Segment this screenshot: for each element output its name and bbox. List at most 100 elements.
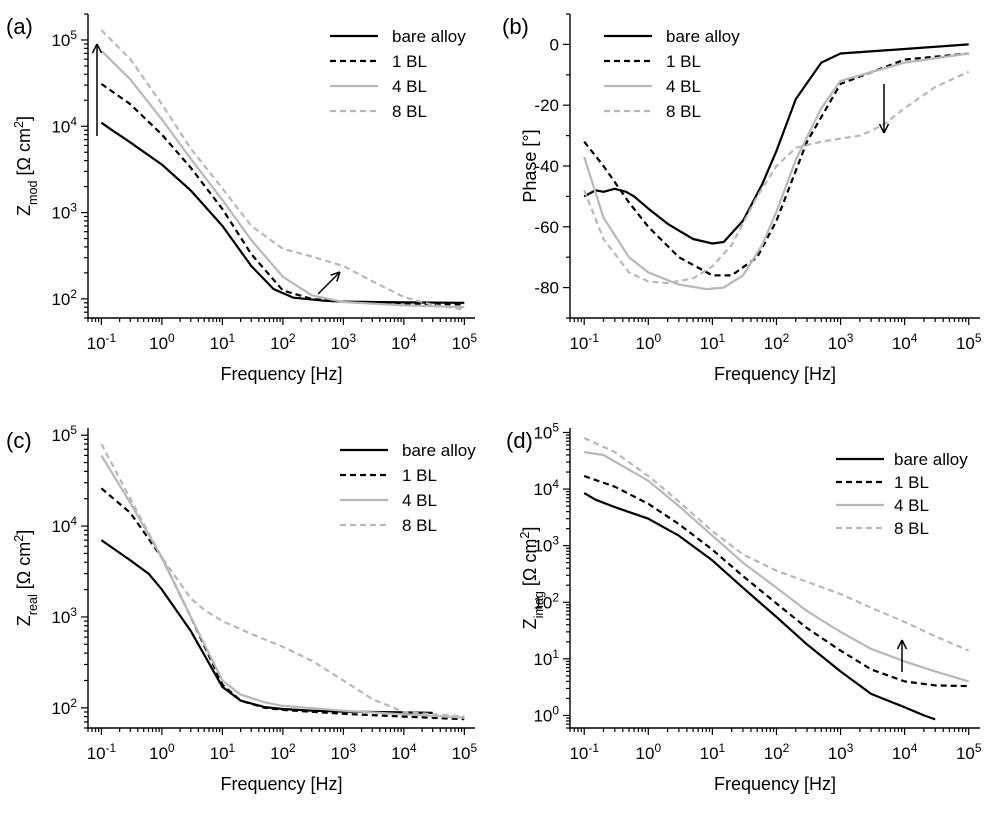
arrow-line — [317, 271, 341, 295]
x-tick-label: 101 — [700, 331, 726, 353]
y-tick-label: 104 — [51, 114, 77, 136]
legend-label: 8 BL — [666, 102, 701, 121]
y-tick-label: 103 — [51, 201, 77, 223]
legend-label: bare alloy — [666, 27, 740, 46]
y-tick-label: -40 — [534, 157, 559, 176]
series-line — [100, 82, 465, 306]
series-line — [583, 437, 970, 652]
legend-label: 4 BL — [402, 491, 437, 510]
x-tick-label: 105 — [452, 741, 478, 763]
x-tick-label: 103 — [828, 331, 854, 353]
panel-b: (b) 10-1 100 101 102 103 104 105 0 -20 -40 -60 -80 Fr… — [502, 13, 982, 384]
legend-label: 8 BL — [392, 102, 427, 121]
series-line — [583, 70, 970, 285]
y-axis-title: Phase [°] — [520, 129, 540, 202]
arrow-head — [91, 43, 103, 54]
series-line — [100, 539, 433, 714]
series-line — [584, 451, 970, 683]
legend: bare alloy 1 BL 4 BL 8 BL — [604, 27, 740, 121]
series-line — [583, 492, 936, 721]
y-tick-label: -20 — [534, 96, 559, 115]
y-tick-label: 105 — [51, 28, 77, 50]
x-tick-label: 103 — [331, 741, 357, 763]
x-tick-label: 102 — [764, 331, 790, 353]
x-tick-label: 10-1 — [569, 741, 599, 763]
legend: bare alloy 1 BL 4 BL 8 BL — [836, 450, 968, 538]
legend-label: 8 BL — [894, 519, 929, 538]
x-tick-label: 104 — [892, 331, 918, 353]
y-axis-title: Zreal [Ω cm2] — [12, 530, 40, 626]
x-tick-label: 103 — [331, 331, 357, 353]
x-tick-label: 104 — [391, 741, 417, 763]
x-tick-label: 102 — [270, 331, 296, 353]
y-tick-label: 104 — [533, 477, 559, 499]
y-tick-label: 100 — [533, 703, 559, 725]
y-tick-label: 0 — [550, 35, 559, 54]
legend: bare alloy 1 BL 4 BL 8 BL — [340, 441, 476, 535]
series-line — [100, 487, 465, 721]
y-tick-label: -80 — [534, 279, 559, 298]
x-tick-label: 103 — [828, 741, 854, 763]
x-tick-label: 105 — [452, 331, 478, 353]
x-tick-label: 102 — [764, 741, 790, 763]
y-tick-label: 102 — [51, 287, 77, 309]
x-tick-label: 100 — [636, 331, 662, 353]
legend-label: 8 BL — [402, 516, 437, 535]
legend-label: 4 BL — [894, 496, 929, 515]
arrow-head — [878, 123, 890, 134]
series-line — [583, 43, 969, 245]
series-line — [583, 474, 969, 688]
y-tick-label: 105 — [533, 420, 559, 442]
x-tick-label: 10-1 — [87, 331, 117, 353]
x-tick-label: 102 — [270, 741, 296, 763]
x-tick-label: 100 — [149, 741, 175, 763]
x-tick-label: 104 — [391, 331, 417, 353]
x-axis-title: Frequency [Hz] — [714, 364, 836, 384]
legend-label: 1 BL — [894, 473, 929, 492]
y-tick-label: 104 — [51, 514, 77, 536]
panel-label: (d) — [506, 428, 533, 453]
panel-a: (a) 10-1 100 101 102 103 104 105 102 103 104 105 Fre… — [6, 13, 478, 384]
y-tick-label: 103 — [51, 605, 77, 627]
panel-d: (d) 10-1 100 101 102 103 104 105 100 101 102 103 104… — [506, 420, 982, 794]
series-line — [583, 52, 969, 277]
x-tick-label: 101 — [210, 331, 236, 353]
legend-label: bare alloy — [392, 27, 466, 46]
y-tick-label: 103 — [533, 534, 559, 556]
arrow-head — [330, 271, 341, 282]
legend-label: 1 BL — [402, 466, 437, 485]
x-tick-label: 10-1 — [87, 741, 117, 763]
legend-label: 4 BL — [666, 77, 701, 96]
y-axis-title: Zmod [Ω cm2] — [12, 116, 40, 216]
legend: bare alloy 1 BL 4 BL 8 BL — [330, 27, 466, 121]
x-tick-label: 105 — [956, 331, 982, 353]
series-line — [583, 52, 969, 291]
legend-label: 1 BL — [666, 52, 701, 71]
panel-c: (c) 10-1 100 101 102 103 104 105 102 103 104 105 Fre… — [6, 423, 477, 794]
y-tick-label: 102 — [51, 696, 77, 718]
arrow-head — [896, 639, 908, 650]
legend-label: bare alloy — [402, 441, 476, 460]
x-axis-title: Frequency [Hz] — [220, 774, 342, 794]
x-tick-label: 10-1 — [569, 331, 599, 353]
x-tick-label: 101 — [210, 741, 236, 763]
x-tick-label: 101 — [700, 741, 726, 763]
y-tick-label: -60 — [534, 218, 559, 237]
y-tick-label: 102 — [533, 590, 559, 612]
x-tick-label: 100 — [636, 741, 662, 763]
panel-label: (c) — [6, 428, 32, 453]
series-line — [100, 50, 465, 309]
legend-label: bare alloy — [894, 450, 968, 469]
panel-label: (a) — [6, 14, 33, 39]
x-tick-label: 105 — [956, 741, 982, 763]
x-axis-title: Frequency [Hz] — [220, 364, 342, 384]
legend-label: 4 BL — [392, 77, 427, 96]
x-tick-label: 100 — [149, 331, 175, 353]
legend-label: 1 BL — [392, 52, 427, 71]
series-line — [100, 454, 465, 719]
y-tick-label: 101 — [533, 647, 559, 669]
panel-label: (b) — [502, 14, 529, 39]
y-axis-title: Zimag [Ω cm2] — [518, 527, 546, 630]
x-axis-title: Frequency [Hz] — [714, 774, 836, 794]
